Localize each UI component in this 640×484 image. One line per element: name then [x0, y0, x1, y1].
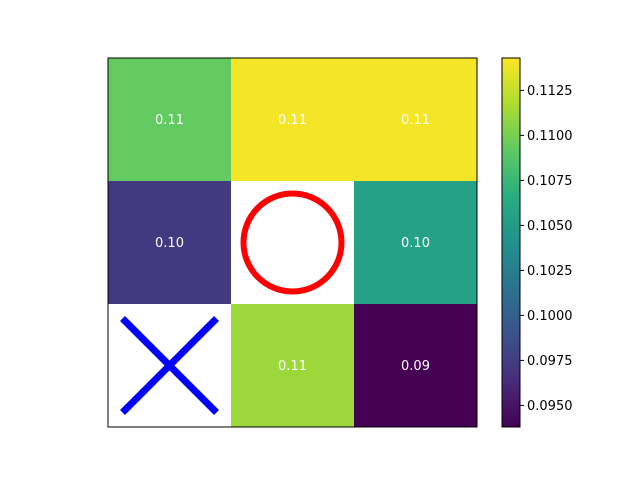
- colorbar-tick-label: 0.0975: [527, 354, 573, 369]
- colorbar-tick-label: 0.1100: [527, 129, 573, 144]
- heatmap-cell-r2-c2: [354, 304, 478, 428]
- heatmap-cell-label: 0.10: [401, 236, 430, 251]
- heatmap-cell-label: 0.09: [401, 359, 430, 374]
- x-marker: [120, 316, 219, 415]
- heatmap-cell-r0-c0: [108, 58, 232, 182]
- colorbar-tick-label: 0.1050: [527, 219, 573, 234]
- heatmap-cell-label: 0.11: [155, 113, 184, 128]
- colorbar-tick-label: 0.1125: [527, 84, 573, 99]
- heatmap-cell-label: 0.11: [278, 113, 307, 128]
- colorbar-frame: [501, 57, 521, 428]
- colorbar-tick-label: 0.1025: [527, 264, 573, 279]
- colorbar-tick-label: 0.1000: [527, 309, 573, 324]
- heatmap-cell-r0-c1: [231, 58, 355, 182]
- heatmap-cell-labels: 0.11 0.11 0.11 0.10 0.10 0.11 0.09: [155, 113, 430, 374]
- colorbar: 0.0950 0.0975 0.1000 0.1025 0.1050 0.1075 0.11…: [501, 57, 573, 428]
- heatmap-cell-r0-c2: [354, 58, 478, 182]
- heatmap-cells: [108, 58, 478, 428]
- heatmap-markers: [120, 190, 345, 415]
- colorbar-tick-label: 0.1075: [527, 174, 573, 189]
- heatmap-cell-label: 0.11: [278, 359, 307, 374]
- colorbar-gradient: [502, 58, 520, 427]
- heatmap-cell-r1-c2: [354, 181, 478, 305]
- colorbar-tick-label: 0.0950: [527, 399, 573, 414]
- heatmap-cell-r2-c1: [231, 304, 355, 428]
- heatmap-cell-label: 0.10: [155, 236, 184, 251]
- plot-area-frame: [107, 57, 478, 428]
- colorbar-ticks: 0.0950 0.0975 0.1000 0.1025 0.1050 0.1075 0.11…: [520, 84, 573, 414]
- heatmap-cell-r1-c0: [108, 181, 232, 305]
- circle-marker: [240, 190, 345, 295]
- heatmap-cell-r1-c1: [231, 181, 355, 305]
- heatmap-cell-label: 0.11: [401, 113, 430, 128]
